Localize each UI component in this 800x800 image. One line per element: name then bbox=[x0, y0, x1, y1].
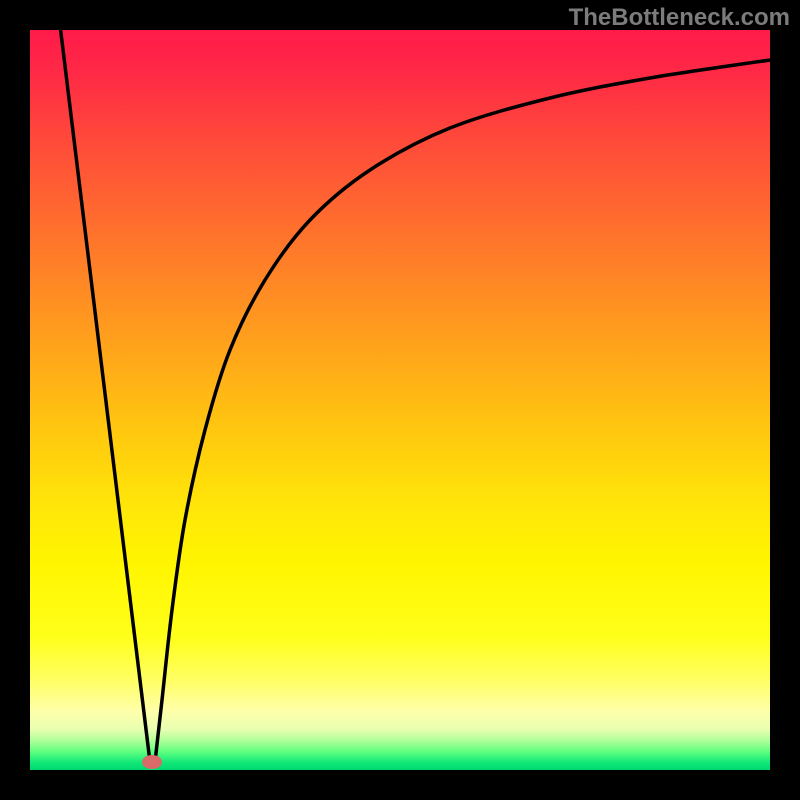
plot-background bbox=[30, 30, 770, 770]
bottleneck-chart bbox=[0, 0, 800, 800]
chart-container: TheBottleneck.com bbox=[0, 0, 800, 800]
optimum-marker bbox=[142, 755, 162, 769]
watermark-text: TheBottleneck.com bbox=[569, 4, 790, 32]
